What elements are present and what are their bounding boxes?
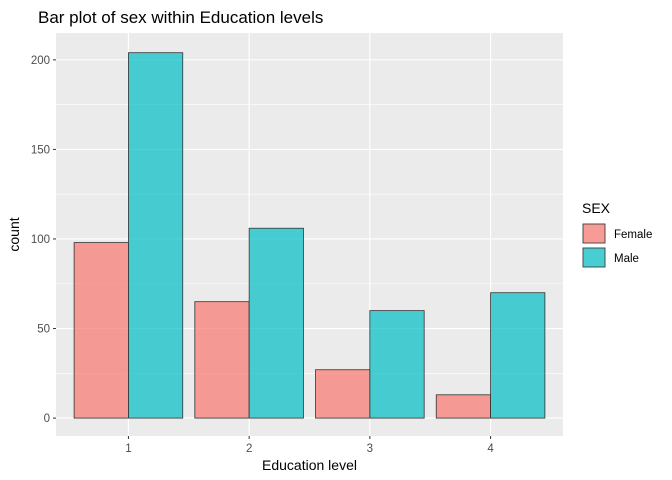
- bar-male-2: [248, 227, 304, 419]
- y-tick-label: 100: [31, 234, 50, 246]
- x-axis-title: Education level: [262, 457, 357, 473]
- bar-female-1: [73, 242, 129, 419]
- x-tick-label: 1: [125, 443, 131, 455]
- y-tick-label: 50: [37, 324, 50, 336]
- x-tick-label: 4: [487, 443, 494, 455]
- y-axis-title: count: [6, 217, 22, 251]
- bar-male-4: [490, 292, 546, 419]
- x-tick-label: 3: [367, 443, 373, 455]
- legend-label-female: Female: [614, 229, 652, 241]
- bar-female-3: [315, 369, 371, 419]
- bars: [73, 52, 546, 419]
- bar-female-2: [194, 301, 250, 419]
- y-tick-label: 200: [31, 55, 50, 67]
- y-tick-label: 0: [44, 413, 50, 425]
- bar-female-4: [435, 394, 491, 419]
- bar-male-3: [369, 310, 425, 419]
- legend-title: SEX: [582, 200, 611, 216]
- bar-male-1: [128, 52, 184, 419]
- y-axis: 0 50 100 150 200: [31, 55, 56, 425]
- legend-key-female: [582, 223, 606, 244]
- legend-label-male: Male: [614, 253, 639, 265]
- y-tick-label: 150: [31, 144, 50, 156]
- chart-title: Bar plot of sex within Education levels: [38, 8, 323, 27]
- x-axis: 1 2 3 4: [125, 436, 494, 455]
- legend: SEX Female Male: [582, 200, 652, 268]
- legend-key-male: [582, 247, 606, 268]
- x-tick-label: 2: [246, 443, 252, 455]
